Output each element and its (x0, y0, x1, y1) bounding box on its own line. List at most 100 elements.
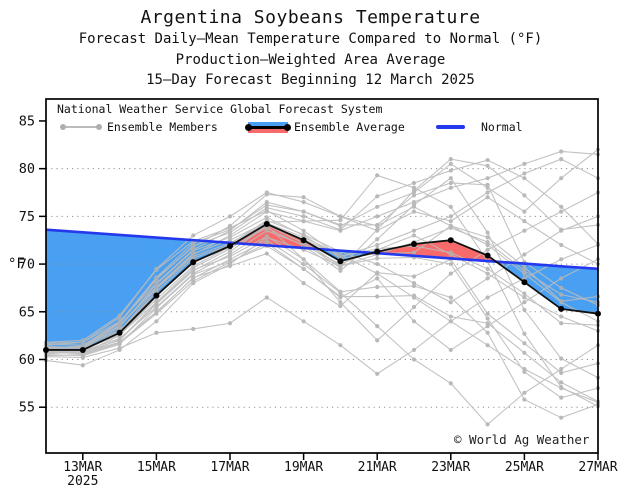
ensemble-average-dot (447, 237, 454, 244)
ensemble-member-dot (448, 161, 453, 166)
ensemble-member-dot (264, 295, 269, 300)
ensemble-member-dot (411, 209, 417, 214)
ensemble-member-dot (191, 265, 196, 270)
ensemble-member-dot (485, 266, 490, 271)
y-axis-title: °F (8, 256, 25, 272)
ensemble-member-dot (559, 276, 564, 281)
ensemble-member-dot (375, 284, 380, 290)
ensemble-member-dot (411, 357, 417, 362)
ensemble-member-dot (338, 254, 343, 259)
ensemble-member-dot (485, 422, 490, 427)
ensemble-member-dot (485, 230, 490, 235)
ensemble-member-dot (375, 222, 380, 228)
x-tick-label: 23MAR (431, 460, 470, 475)
ensemble-member-dot (338, 218, 343, 223)
ensemble-member-dot (301, 257, 306, 262)
ensemble-member-line (45, 244, 599, 375)
y-tick-label: 60 (19, 352, 35, 368)
copyright-watermark: © World Ag Weather (454, 432, 590, 447)
ensemble-member-dot (559, 370, 564, 375)
ensemble-member-dot (485, 163, 490, 168)
ensemble-member-dot (375, 261, 380, 267)
ensemble-member-dot (485, 176, 490, 181)
ensemble-member-dot (375, 214, 380, 219)
ensemble-member-dot (80, 363, 85, 368)
ensemble-member-dot (448, 219, 453, 224)
ensemble-average-dot (374, 248, 381, 255)
ensemble-member-line (45, 159, 599, 349)
ensemble-member-line (45, 158, 599, 353)
ensemble-member-dot (522, 252, 527, 257)
ensemble-average-dot (190, 259, 197, 266)
ensemble-member-dot (411, 295, 417, 300)
x-tick-label: 17MAR (210, 460, 249, 475)
x-tick-label: 27MAR (578, 460, 617, 475)
y-tick-label: 75 (19, 209, 35, 225)
ensemble-member-dot (485, 240, 490, 245)
x-tick-label: 21MAR (358, 460, 397, 475)
chart-subtitle-2: Production–Weighted Area Average (175, 52, 446, 68)
ensemble-member-dot (338, 295, 343, 300)
ensemble-member-dot (485, 182, 490, 187)
ensemble-member-dot (338, 222, 343, 228)
ensemble-member-dot (264, 208, 269, 213)
ensemble-member-line (45, 192, 599, 355)
ensemble-member-dot (485, 276, 490, 281)
ensemble-member-dot (448, 185, 453, 190)
ensemble-member-dot (227, 214, 233, 219)
ensemble-member-dot (227, 227, 233, 232)
ensemble-member-dot (522, 295, 527, 300)
ensemble-member-dot (301, 199, 306, 205)
ensemble-member-dot (117, 320, 122, 325)
ensemble-member-dot (301, 232, 306, 237)
ensemble-member-dot (485, 330, 490, 335)
ensemble-member-dot (375, 204, 380, 209)
ensemble-member-dot (559, 356, 564, 361)
ensemble-member-dot (559, 157, 564, 162)
ensemble-member-dot (522, 331, 527, 336)
ensemble-member-dot (448, 214, 453, 219)
chart-subtitle-3: 15–Day Forecast Beginning 12 March 2025 (146, 72, 475, 88)
ensemble-member-dot (411, 319, 417, 324)
ensemble-member-dot (448, 314, 453, 319)
ensemble-member-line (45, 182, 599, 346)
ensemble-member-dot (375, 294, 380, 299)
ensemble-member-dot (227, 321, 233, 326)
x-tick-label: 25MAR (505, 460, 544, 475)
ensemble-member-dot (559, 285, 564, 291)
ensemble-member-dot (80, 343, 85, 348)
ensemble-member-dot (485, 235, 490, 240)
ensemble-average-dot (263, 220, 270, 227)
ensemble-member-dot (448, 250, 453, 255)
ensemble-member-dot (191, 254, 196, 259)
ensemble-member-dot (559, 314, 564, 319)
ensemble-member-dot (191, 240, 196, 246)
ensemble-member-dot (227, 260, 233, 265)
ensemble-member-dot (375, 323, 380, 329)
y-tick-label: 70 (19, 257, 35, 273)
ensemble-member-line (45, 150, 599, 349)
ensemble-member-dot (191, 326, 196, 332)
ensemble-member-dot (338, 290, 343, 295)
ensemble-member-dot (559, 228, 564, 233)
ensemble-member-dot (264, 235, 269, 240)
ensemble-member-line (45, 239, 599, 426)
y-tick-label: 55 (19, 400, 35, 416)
ensemble-average-dot (337, 258, 344, 265)
ensemble-member-dot (522, 390, 527, 395)
ensemble-member-dot (485, 295, 490, 300)
ensemble-average-dot (79, 346, 86, 353)
ensemble-member-dot (522, 397, 527, 402)
x-tick-label: 15MAR (137, 460, 176, 475)
ensemble-member-dot (559, 176, 564, 181)
normal-swatch-icon (436, 125, 465, 129)
legend-header: National Weather Service Global Forecast… (57, 102, 383, 116)
ensemble-member-dot (411, 233, 417, 238)
ensemble-member-dot (301, 195, 306, 200)
ensemble-average-dot (558, 305, 565, 312)
ensemble-member-dot (522, 228, 527, 233)
ensemble-average-dot (300, 237, 307, 244)
ensemble-member-dot (338, 227, 343, 232)
ensemble-member-dot (80, 338, 85, 343)
ensemble-member-line (45, 235, 599, 419)
